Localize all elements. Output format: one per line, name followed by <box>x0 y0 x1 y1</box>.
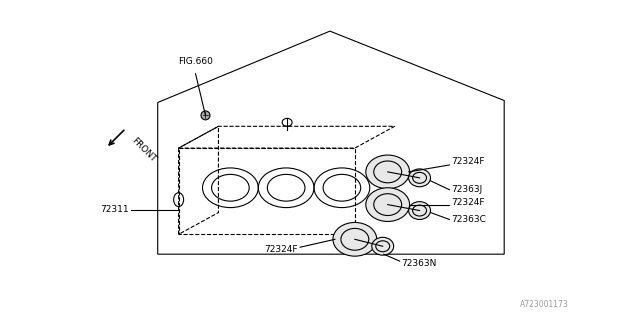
Text: 72324F: 72324F <box>451 157 485 166</box>
Ellipse shape <box>366 188 410 221</box>
Text: 72363N: 72363N <box>402 259 437 268</box>
Ellipse shape <box>201 111 210 120</box>
Ellipse shape <box>408 169 431 187</box>
Ellipse shape <box>372 237 394 255</box>
Text: 72324F: 72324F <box>451 198 485 207</box>
Ellipse shape <box>333 222 377 256</box>
Ellipse shape <box>408 202 431 220</box>
Text: 72324F: 72324F <box>264 245 298 254</box>
Ellipse shape <box>366 155 410 189</box>
Text: 72363C: 72363C <box>451 215 486 224</box>
Text: 72363J: 72363J <box>451 185 483 194</box>
Text: 72311: 72311 <box>100 205 129 214</box>
Text: FRONT: FRONT <box>130 136 157 164</box>
Text: FIG.660: FIG.660 <box>178 57 213 66</box>
Text: A723001173: A723001173 <box>520 300 569 309</box>
